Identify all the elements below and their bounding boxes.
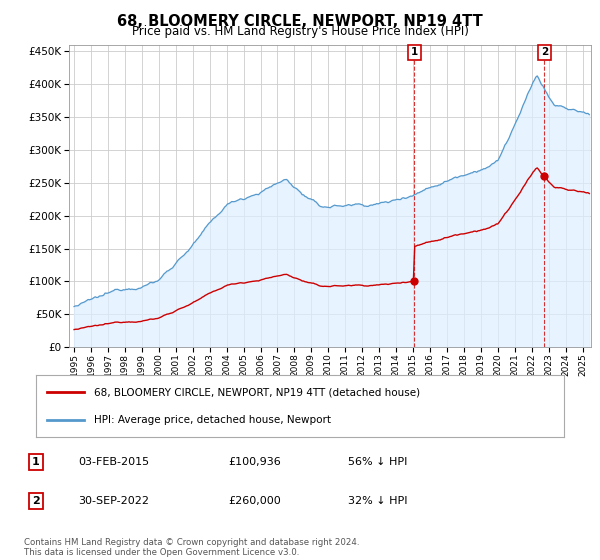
Text: HPI: Average price, detached house, Newport: HPI: Average price, detached house, Newp… — [94, 414, 331, 424]
Text: 1: 1 — [32, 457, 40, 467]
Text: 68, BLOOMERY CIRCLE, NEWPORT, NP19 4TT (detached house): 68, BLOOMERY CIRCLE, NEWPORT, NP19 4TT (… — [94, 388, 420, 398]
Text: 68, BLOOMERY CIRCLE, NEWPORT, NP19 4TT: 68, BLOOMERY CIRCLE, NEWPORT, NP19 4TT — [117, 14, 483, 29]
Text: 2: 2 — [541, 48, 548, 57]
Text: 30-SEP-2022: 30-SEP-2022 — [78, 496, 149, 506]
Text: Contains HM Land Registry data © Crown copyright and database right 2024.
This d: Contains HM Land Registry data © Crown c… — [24, 538, 359, 557]
Text: £100,936: £100,936 — [228, 457, 281, 467]
Text: £260,000: £260,000 — [228, 496, 281, 506]
Text: 1: 1 — [411, 48, 418, 57]
Text: Price paid vs. HM Land Registry's House Price Index (HPI): Price paid vs. HM Land Registry's House … — [131, 25, 469, 38]
Text: 03-FEB-2015: 03-FEB-2015 — [78, 457, 149, 467]
Text: 32% ↓ HPI: 32% ↓ HPI — [348, 496, 407, 506]
Text: 2: 2 — [32, 496, 40, 506]
Text: 56% ↓ HPI: 56% ↓ HPI — [348, 457, 407, 467]
